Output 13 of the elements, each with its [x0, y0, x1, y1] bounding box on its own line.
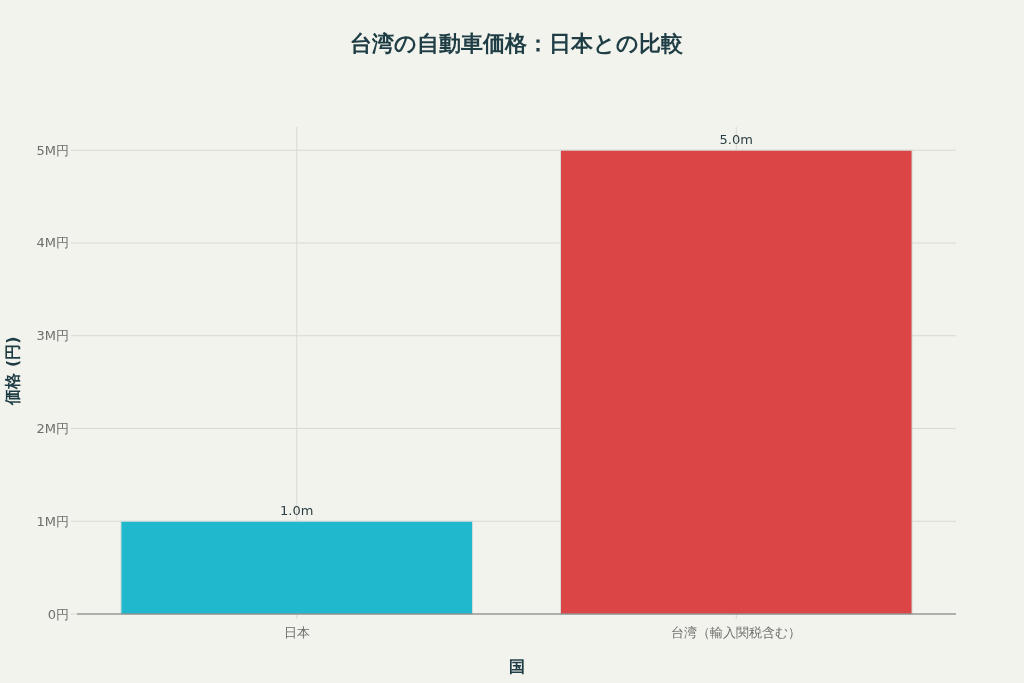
y-axis-title: 価格 (円)	[3, 336, 22, 406]
x-tick-label: 日本	[283, 625, 310, 640]
y-tick-label: 4M円	[36, 235, 69, 251]
data-label: 5.0m	[719, 132, 753, 148]
y-tick-label: 5M円	[36, 142, 69, 158]
x-tick-label: 台湾（輸入関税含む）	[671, 625, 802, 640]
y-tick-label: 0円	[47, 606, 69, 622]
data-label: 1.0m	[280, 503, 314, 519]
x-axis-title: 国	[508, 657, 525, 676]
y-tick-label: 1M円	[36, 513, 69, 529]
y-tick-label: 3M円	[36, 328, 69, 344]
y-tick-label: 2M円	[36, 420, 69, 436]
chart-title: 台湾の自動車価格：日本との比較	[350, 31, 684, 56]
